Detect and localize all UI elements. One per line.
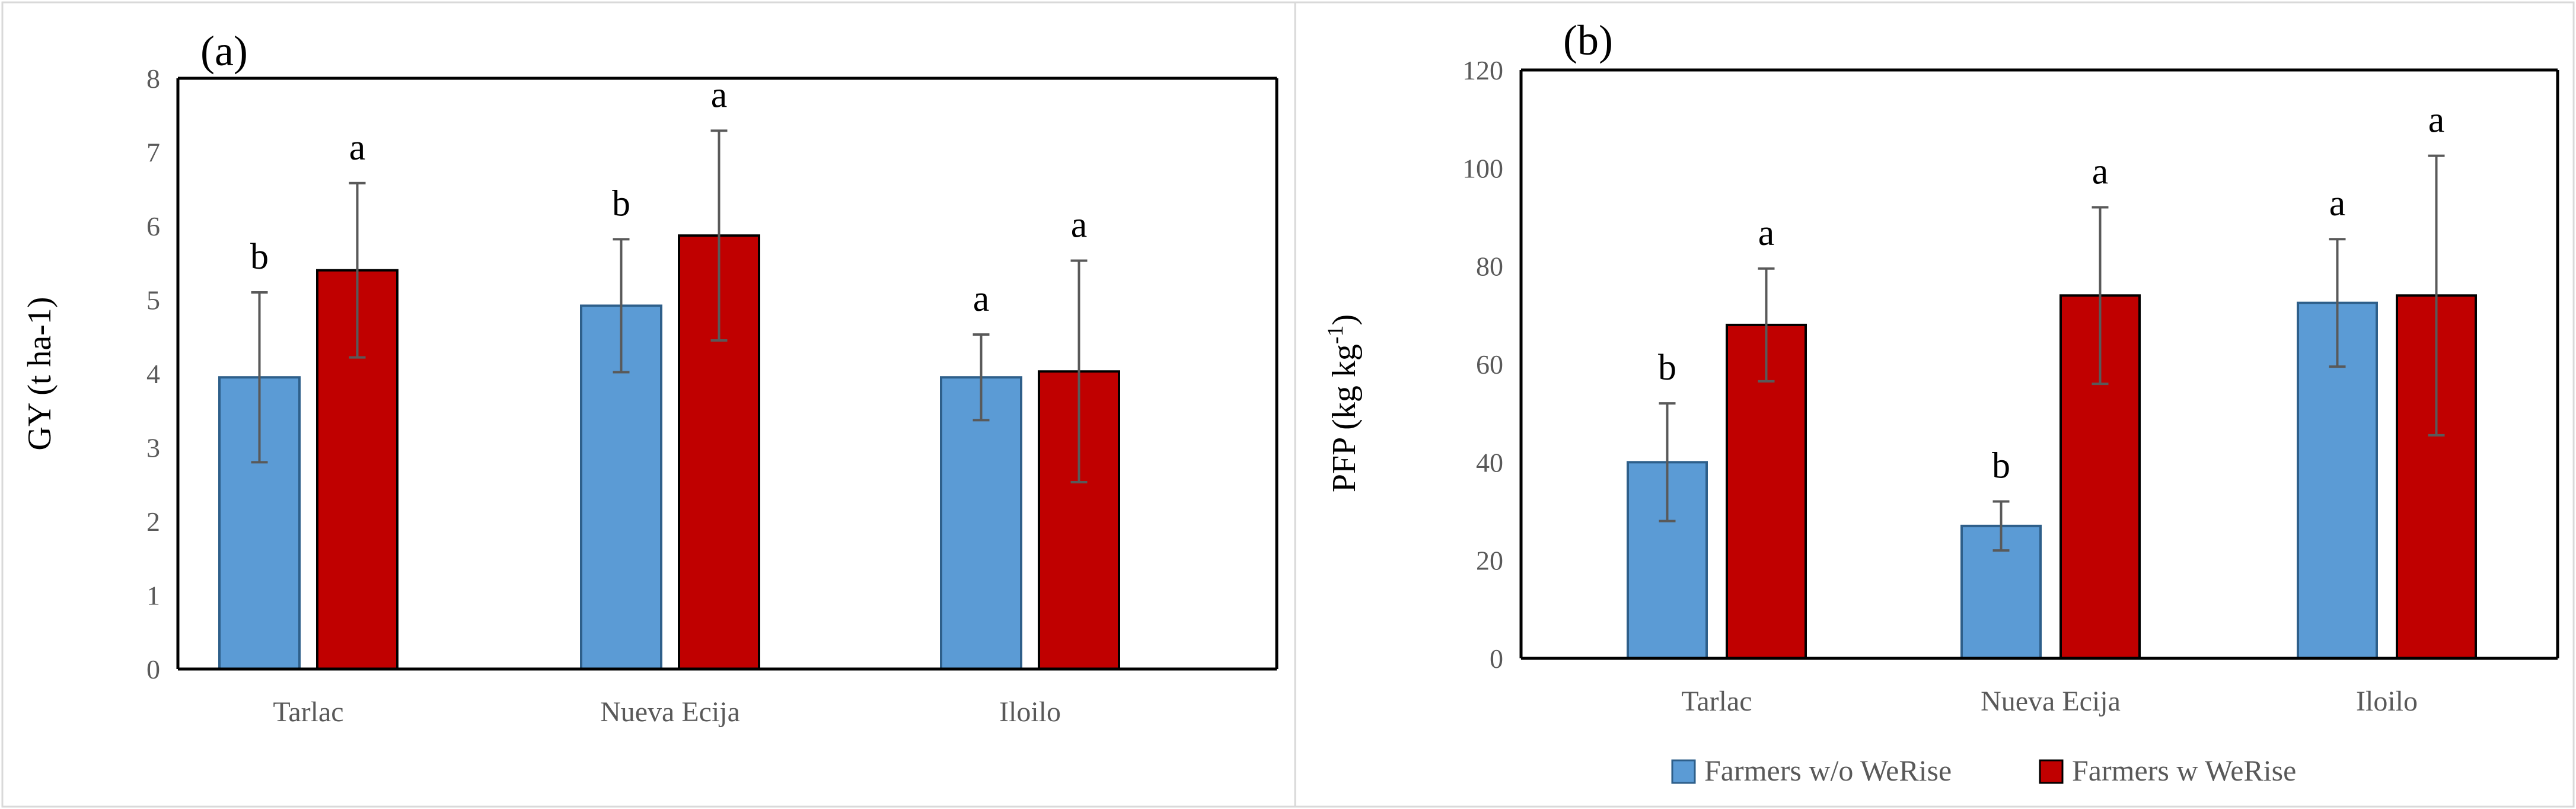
y-tick-label: 2 xyxy=(146,507,160,537)
significance-letter: b xyxy=(250,237,269,277)
category-labels: Tarlac Nueva Ecija Iloilo xyxy=(273,696,1061,728)
bars: b a b a a a xyxy=(1627,100,2477,660)
y-tick-label: 1 xyxy=(146,581,160,611)
y-tick-label: 8 xyxy=(146,63,160,94)
y-axis-ticks: 0 20 40 60 80 100 120 xyxy=(1462,55,1503,674)
legend: Farmers w/o WeRise Farmers w WeRise xyxy=(1671,754,2296,787)
significance-letter: b xyxy=(612,183,630,224)
category-label: Nueva Ecija xyxy=(1981,686,2121,717)
y-tick-label: 7 xyxy=(146,138,160,168)
category-labels: Tarlac Nueva Ecija Iloilo xyxy=(1681,686,2418,717)
category-label: Tarlac xyxy=(1681,686,1752,717)
significance-letter: b xyxy=(1658,348,1676,388)
y-axis-label: GY (t ha-1) xyxy=(21,297,58,450)
significance-letter: a xyxy=(1071,205,1088,246)
significance-letter: a xyxy=(711,75,728,115)
category-label: Iloilo xyxy=(2356,686,2418,717)
category-label: Iloilo xyxy=(999,696,1061,728)
panel-label: (a) xyxy=(200,27,248,75)
category-label: Tarlac xyxy=(273,696,343,728)
legend-swatch-without xyxy=(1671,759,1696,784)
axes xyxy=(1519,68,2559,660)
panel-label: (b) xyxy=(1563,17,1613,64)
bar xyxy=(940,376,1022,670)
significance-letter: a xyxy=(349,128,366,168)
y-tick-label: 40 xyxy=(1476,447,1503,477)
significance-letter: a xyxy=(2428,100,2445,141)
chart-panel-b: (b) PFP (kg kg-1) 0 20 40 60 80 100 120 b a b a a a… xyxy=(1294,1,2575,808)
panel-border xyxy=(1294,1,2575,808)
axes xyxy=(176,77,1279,671)
y-tick-label: 100 xyxy=(1462,153,1503,183)
bars: b a b a a a xyxy=(218,75,1120,670)
legend-swatch-with xyxy=(2039,759,2064,784)
significance-letter: b xyxy=(1992,445,2010,486)
y-tick-label: 5 xyxy=(146,285,160,316)
y-tick-label: 3 xyxy=(146,433,160,463)
significance-letter: a xyxy=(2092,151,2109,192)
category-label: Nueva Ecija xyxy=(600,696,740,728)
y-axis-label: PFP (kg kg-1) xyxy=(1323,314,1363,492)
significance-letter: a xyxy=(973,279,990,319)
legend-label-with: Farmers w WeRise xyxy=(2072,754,2296,787)
y-tick-label: 6 xyxy=(146,211,160,241)
y-tick-label: 4 xyxy=(146,359,160,389)
legend-label-without: Farmers w/o WeRise xyxy=(1704,754,1952,787)
y-tick-label: 80 xyxy=(1476,251,1503,282)
y-tick-label: 60 xyxy=(1476,349,1503,380)
y-tick-label: 0 xyxy=(146,654,160,684)
y-axis-ticks: 0 1 2 3 4 5 6 7 8 xyxy=(146,63,160,684)
significance-letter: a xyxy=(1758,213,1775,253)
significance-letter: a xyxy=(2329,183,2346,224)
y-tick-label: 0 xyxy=(1490,644,1503,674)
y-tick-label: 120 xyxy=(1462,55,1503,85)
chart-panel-a: (a) GY (t ha-1) 0 1 2 3 4 5 6 7 8 b a b a a a Tarlac N… xyxy=(1,1,1296,808)
y-tick-label: 20 xyxy=(1476,546,1503,576)
